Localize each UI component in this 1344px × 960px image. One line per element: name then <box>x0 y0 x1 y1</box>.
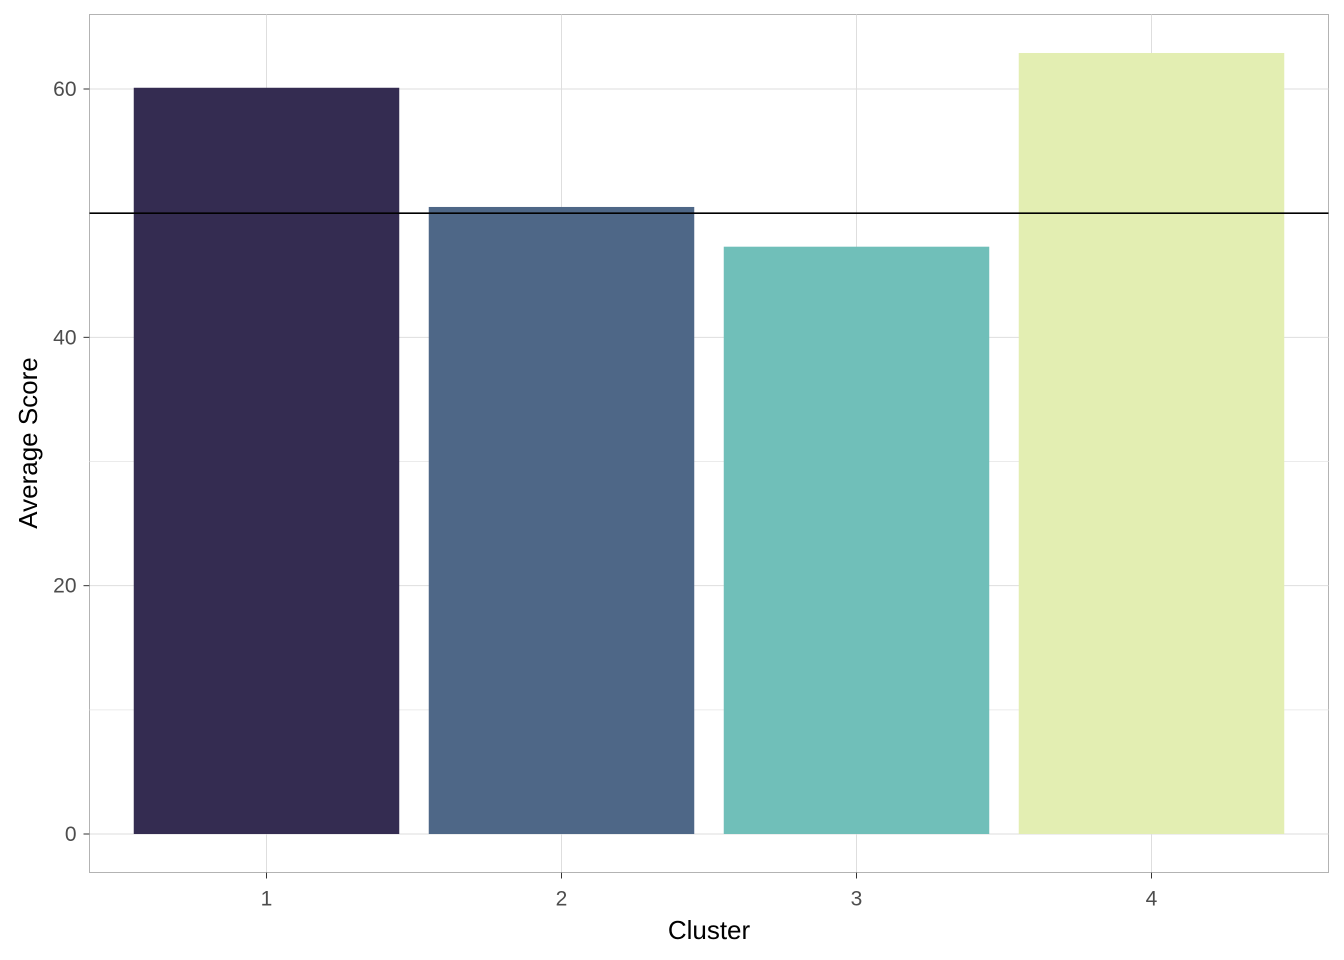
bar-cluster-2 <box>428 206 695 835</box>
y-tick-label: 60 <box>53 78 76 101</box>
x-tick-label: 3 <box>851 888 863 911</box>
y-tick-label: 0 <box>65 823 77 846</box>
x-tick-label: 2 <box>556 888 568 911</box>
bar-cluster-3 <box>723 246 990 835</box>
y-tick-label: 40 <box>53 326 76 349</box>
bars <box>133 52 1285 835</box>
y-tick-label: 20 <box>53 575 76 598</box>
x-tick-label: 4 <box>1146 888 1158 911</box>
x-tick-label: 1 <box>261 888 273 911</box>
y-axis-title: Average Score <box>13 357 43 529</box>
axis-ticks <box>83 88 1152 879</box>
tick-labels: 0 20 40 60 1 2 3 4 <box>53 78 1158 910</box>
bar-cluster-4 <box>1018 52 1285 835</box>
bar-cluster-1 <box>133 87 400 835</box>
x-axis-title: Cluster <box>668 915 751 945</box>
